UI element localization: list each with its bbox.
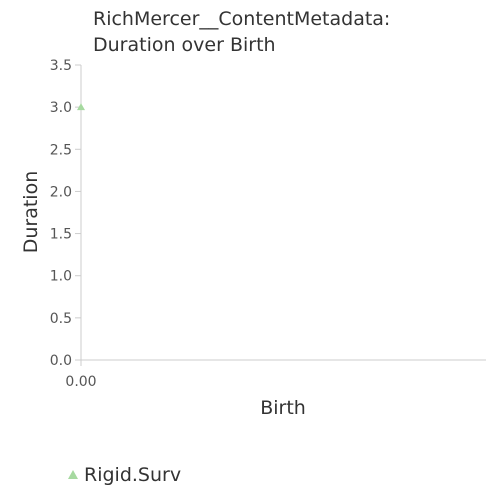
y-tick-label: 3.5	[50, 58, 72, 74]
y-tick-label: 0.5	[50, 311, 72, 327]
chart-title-line-1: RichMercer__ContentMetadata:	[93, 8, 391, 30]
y-tick-label: 1.0	[50, 269, 72, 285]
x-tick-label: 0.00	[65, 374, 96, 390]
data-point	[77, 103, 85, 111]
y-tick-label: 2.0	[50, 184, 72, 200]
y-tick-label: 0.0	[50, 353, 72, 369]
chart-title-line-2: Duration over Birth	[93, 34, 276, 56]
y-tick-label: 3.0	[50, 100, 72, 116]
x-ticks: 0.00	[65, 360, 97, 390]
data-points	[77, 103, 85, 111]
y-tick-label: 2.5	[50, 142, 72, 158]
legend: Rigid.Surv	[66, 464, 181, 486]
legend-label: Rigid.Surv	[84, 464, 182, 486]
chart-title: RichMercer__ContentMetadata: Duration ov…	[93, 6, 390, 58]
y-tick-label: 1.5	[50, 227, 72, 243]
y-axis-label: Duration	[20, 171, 42, 254]
x-axis-label: Birth	[260, 397, 306, 419]
y-ticks: 0.0 0.5 1.0 1.5 2.0 2.5 3.0 3.5	[50, 58, 81, 369]
legend-marker-triangle-icon	[68, 470, 78, 479]
